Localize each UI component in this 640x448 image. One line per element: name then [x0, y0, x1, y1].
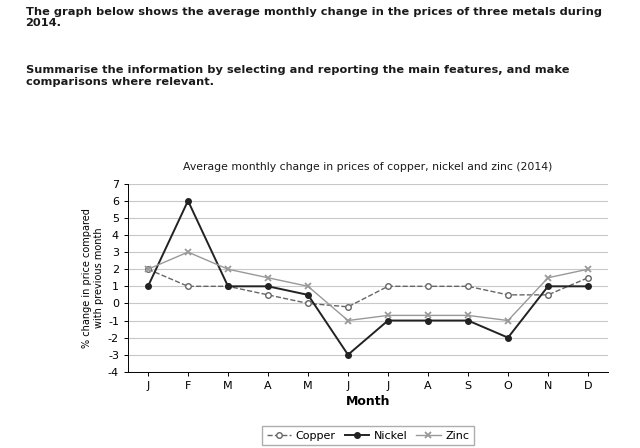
Text: Average monthly change in prices of copper, nickel and zinc (2014): Average monthly change in prices of copp… [183, 163, 553, 172]
Legend: Copper, Nickel, Zinc: Copper, Nickel, Zinc [262, 426, 474, 445]
Y-axis label: % change in price compared
with previous month: % change in price compared with previous… [82, 208, 104, 348]
X-axis label: Month: Month [346, 395, 390, 408]
Text: Summarise the information by selecting and reporting the main features, and make: Summarise the information by selecting a… [26, 65, 569, 86]
Text: The graph below shows the average monthly change in the prices of three metals d: The graph below shows the average monthl… [26, 7, 602, 28]
